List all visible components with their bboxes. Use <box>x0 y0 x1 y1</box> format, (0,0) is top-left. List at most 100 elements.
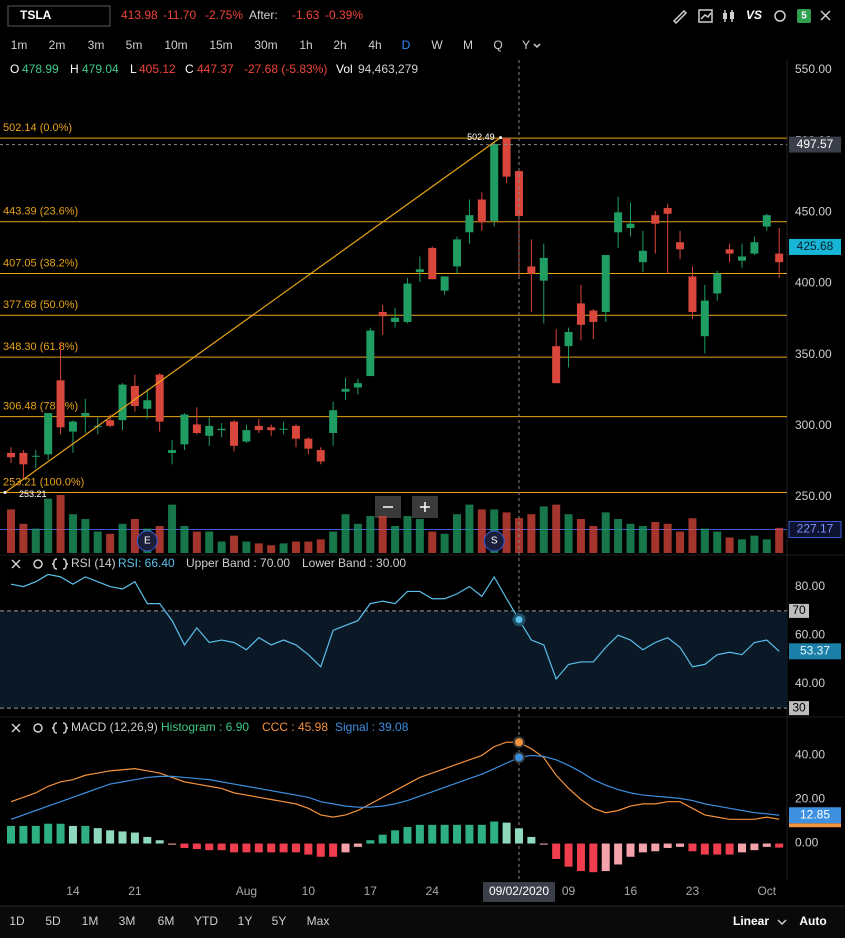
histogram-bar <box>750 843 759 851</box>
histogram-bar <box>130 832 139 844</box>
candle-body <box>415 269 424 273</box>
range-button[interactable]: 5D <box>45 914 61 928</box>
interval-button[interactable]: 5m <box>126 38 143 52</box>
interval-button[interactable]: 1h <box>299 38 312 52</box>
range-button[interactable]: 1M <box>82 914 99 928</box>
event-marker[interactable] <box>136 530 158 552</box>
rsi-line <box>10 573 780 681</box>
candles-icon-body <box>723 13 727 19</box>
candle-body <box>676 242 685 250</box>
volume-bar <box>638 526 647 553</box>
candle-body <box>440 276 449 291</box>
histogram-bar <box>205 843 214 851</box>
interval-button[interactable]: 30m <box>254 38 277 52</box>
fib-label: 348.30 (61.8%) <box>3 341 78 353</box>
candle-body <box>688 276 697 312</box>
histogram-bar <box>502 822 511 844</box>
range-button[interactable]: Max <box>307 914 330 928</box>
volume-bar <box>130 519 139 553</box>
interval-button[interactable]: Q <box>493 38 502 52</box>
volume-bar <box>168 504 177 553</box>
candle-body <box>527 266 536 274</box>
trend-point-label: 253.21 <box>19 489 47 499</box>
interval-button[interactable]: Y <box>522 38 530 52</box>
range-button[interactable]: 6M <box>158 914 175 928</box>
volume-bar <box>713 531 722 553</box>
last-price: 413.98 <box>121 8 158 22</box>
symbol-input[interactable] <box>7 5 111 27</box>
histogram-bar <box>217 843 226 851</box>
candle-body <box>217 428 226 431</box>
interval-button[interactable]: 1m <box>11 38 28 52</box>
range-button[interactable]: 5Y <box>272 914 287 928</box>
candle-body <box>230 421 239 446</box>
candle-body <box>713 273 722 294</box>
close-icon[interactable] <box>820 10 831 21</box>
interval-button[interactable]: 2m <box>49 38 66 52</box>
candle-body <box>651 215 660 224</box>
candle-body <box>700 300 709 337</box>
remove-icon[interactable] <box>11 559 21 569</box>
change-pct: -2.75% <box>205 8 243 22</box>
histogram-bar <box>353 843 362 847</box>
macd-title: MACD (12,26,9) <box>71 720 158 734</box>
volume-bar <box>391 526 400 553</box>
chart-icon[interactable] <box>698 9 713 23</box>
settings-icon[interactable] <box>51 558 69 570</box>
range-button[interactable]: YTD <box>194 914 218 928</box>
interval-button[interactable]: 4h <box>368 38 381 52</box>
candle-body <box>205 425 214 436</box>
candle-body <box>403 283 412 322</box>
interval-button[interactable]: 15m <box>209 38 232 52</box>
interval-button[interactable]: D <box>402 38 411 52</box>
histogram-bar <box>118 831 127 844</box>
remove-icon[interactable] <box>11 723 21 733</box>
range-button[interactable]: 1D <box>9 914 25 928</box>
auto-scale[interactable]: Auto <box>799 914 826 928</box>
fib-label: 377.68 (50.0%) <box>3 299 78 311</box>
candle-body <box>428 247 437 280</box>
interval-button[interactable]: 3m <box>88 38 105 52</box>
candle-body <box>81 413 90 416</box>
visibility-icon[interactable] <box>33 723 43 733</box>
candle-body <box>564 331 573 347</box>
histogram-bar <box>31 825 40 844</box>
settings-icon[interactable] <box>774 10 786 22</box>
candle-body <box>192 424 201 433</box>
volume-bar <box>601 512 610 553</box>
interval-button[interactable]: W <box>431 38 443 52</box>
range-button[interactable]: 3M <box>119 914 136 928</box>
interval-button[interactable]: 10m <box>164 38 187 52</box>
histogram-bar <box>514 828 523 844</box>
scale-mode[interactable]: Linear <box>733 914 769 928</box>
event-label: S <box>491 536 498 547</box>
compare-button[interactable]: VS <box>746 8 762 22</box>
badge-bg[interactable] <box>797 9 811 23</box>
volume-bar <box>428 531 437 553</box>
settings-icon[interactable] <box>51 722 69 734</box>
histogram-bar <box>713 843 722 855</box>
rsi-legend: Upper Band : 70.00 <box>186 556 290 570</box>
candle-body <box>775 253 784 263</box>
y-tick-label: 300.00 <box>795 418 832 432</box>
volume-bar <box>341 514 350 553</box>
event-marker[interactable] <box>483 530 505 552</box>
trend-point <box>499 136 503 140</box>
volume-value: 94,463,279 <box>358 62 418 76</box>
histogram-bar <box>700 843 709 855</box>
visibility-icon[interactable] <box>33 559 43 569</box>
close-value: 447.37 <box>197 62 234 76</box>
trend-line <box>4 137 501 493</box>
candle-body <box>168 450 177 453</box>
candle-body <box>279 428 288 430</box>
interval-button[interactable]: M <box>463 38 473 52</box>
interval-button[interactable]: 2h <box>333 38 346 52</box>
draw-icon[interactable] <box>672 9 688 25</box>
volume-bar <box>465 504 474 553</box>
y-tick-label: 20.00 <box>795 792 825 806</box>
x-tick-label: Aug <box>236 884 257 898</box>
histogram-bar <box>68 825 77 844</box>
histogram-bar <box>329 843 338 857</box>
high-value: 479.04 <box>82 62 119 76</box>
range-button[interactable]: 1Y <box>238 914 253 928</box>
